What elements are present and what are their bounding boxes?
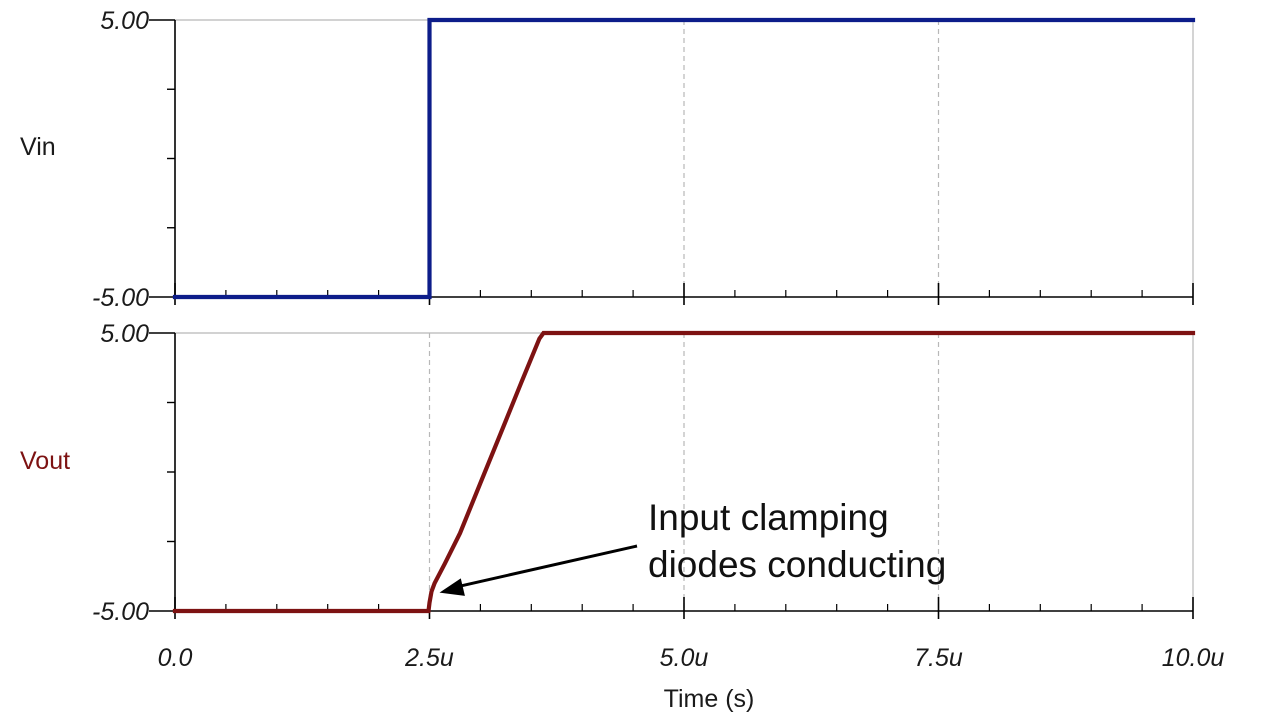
x-tick-label: 0.0 [158,644,193,672]
panel1-y-axis-label: Vin [20,133,56,161]
panel1-series-line [172,17,1196,300]
panel2-y-tick-label: 5.00 [100,320,149,348]
x-tick-label: 5.0u [660,644,709,672]
annotation-text-line: diodes conducting [648,544,946,585]
panel1-y-tick-label: 5.00 [100,7,149,35]
annotation-arrow-head [439,578,465,596]
annotation-arrow-shaft [457,544,638,589]
x-axis-label: Time (s) [664,685,755,713]
x-tick-label: 2.5u [404,644,454,672]
panel2-y-tick-label: -5.00 [92,598,149,626]
x-tick-label: 7.5u [914,644,963,672]
panel2-series-line [172,330,1196,614]
panel1-y-tick-label: -5.00 [92,284,149,312]
annotation-text-line: Input clamping [648,497,889,538]
x-tick-label: 10.0u [1162,644,1225,672]
panel2-y-axis-label: Vout [20,447,70,475]
